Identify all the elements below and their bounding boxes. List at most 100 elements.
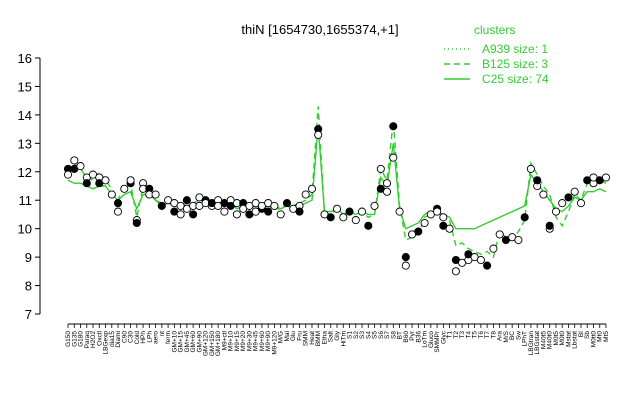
data-point: [126, 176, 135, 185]
x-tick-label: Mal: [284, 330, 291, 341]
x-tick-label: H2O2: [90, 331, 97, 348]
x-tick-label: dia15: [109, 331, 116, 347]
x-tick-label: Pyr: [409, 330, 416, 341]
data-point: [282, 199, 292, 208]
x-tick-label: Glu: [290, 331, 297, 342]
x-tick-label: M0tt0: [590, 331, 597, 348]
data-point: [451, 267, 460, 276]
x-tick-label: Gluco: [428, 331, 435, 348]
x-tick-label: SMM: [303, 331, 310, 346]
series-layer: [67, 106, 607, 259]
data-point: [545, 221, 554, 230]
y-tick-label: 15: [18, 79, 32, 94]
x-tick-label: Diami: [115, 331, 122, 348]
data-point: [420, 218, 429, 228]
x-tick-label: BI: [578, 331, 585, 337]
x-tick-label: GM+45: [184, 331, 191, 353]
data-point: [276, 210, 285, 219]
x-tick-label: T6: [478, 331, 485, 339]
legend-title: clusters: [474, 23, 515, 37]
x-tick-label: M9+20: [240, 331, 247, 351]
x-tick-label: GM+90: [196, 331, 203, 353]
data-point: [339, 213, 348, 222]
x-tick-label: M0t5: [553, 331, 560, 346]
x-tick-label: HPh: [140, 331, 147, 344]
data-point: [533, 176, 542, 185]
data-point: [157, 201, 166, 210]
x-tick-label: GM+15: [178, 331, 185, 353]
x-tick-label: LPh: [146, 331, 153, 343]
x-tick-label: M0t0: [559, 331, 566, 346]
data-point: [483, 261, 492, 270]
x-tick-label: M9+60: [259, 331, 266, 351]
x-tick-label: M40t0: [547, 331, 554, 349]
x-tick-label: LPhT: [522, 331, 529, 347]
y-tick-label: 13: [18, 136, 32, 151]
x-tick-label: S1: [347, 331, 354, 339]
x-tick-label: T5: [472, 331, 479, 339]
data-point: [332, 204, 342, 213]
x-tick-label: Ara: [497, 331, 504, 342]
data-point: [376, 164, 385, 173]
data-point: [63, 170, 73, 179]
data-point: [220, 207, 229, 216]
x-tick-label: HiTm: [340, 331, 347, 347]
data-point: [232, 210, 241, 219]
data-point: [295, 207, 304, 216]
y-tick-label: 7: [25, 307, 32, 322]
x-tick-label: S5: [372, 331, 379, 339]
x-tick-label: G150: [65, 331, 72, 347]
data-point: [564, 193, 573, 202]
data-point: [101, 176, 110, 185]
x-tick-label: Cold: [134, 331, 141, 345]
y-tick-label: 16: [18, 51, 32, 66]
x-tick-label: Sb: [584, 331, 591, 339]
data-point: [382, 179, 392, 188]
x-tick-label: GM+180: [215, 331, 222, 356]
data-point: [364, 221, 373, 230]
legend-label-a939: A939 size: 1: [482, 42, 548, 56]
data-point: [489, 244, 498, 253]
x-tick-label: Oxctl: [96, 330, 103, 345]
x-tick-label: Lbstat: [572, 331, 579, 349]
data-point: [514, 235, 523, 245]
x-tick-label: S2: [353, 331, 360, 339]
y-tick-label: 11: [19, 193, 33, 208]
x-tick-label: B36: [415, 331, 422, 343]
x-tick-label: C90: [121, 331, 128, 343]
data-point: [345, 207, 354, 216]
legend-label-b125: B125 size: 3: [482, 57, 548, 71]
y-axis: 7 8 9 10 11 12 13 14 15 16: [18, 51, 41, 322]
data-point: [70, 156, 79, 165]
x-tick-label: Heat: [309, 331, 316, 345]
data-point: [382, 187, 392, 196]
y-tick-label: 8: [25, 279, 32, 294]
data-point: [182, 196, 191, 205]
x-tick-label: SMMPr: [434, 330, 441, 353]
chart-title: thiN [1654730,1655374,+1]: [241, 22, 398, 37]
data-point: [539, 190, 548, 199]
x-tick-label: S3: [359, 331, 366, 339]
data-point: [401, 253, 410, 262]
x-tick-label: Gly: [334, 330, 341, 341]
x-tick-label: LBGexp: [103, 331, 110, 355]
x-tick-label: GM+10: [171, 331, 178, 353]
x-tick-label: S7: [384, 331, 391, 339]
x-tick-label: T3: [459, 331, 466, 339]
data-point: [264, 207, 273, 216]
data-point: [113, 199, 123, 208]
x-tick-label: GM+150: [209, 331, 216, 356]
x-tick-label: S6: [378, 331, 385, 339]
x-tick-label: M9+10: [228, 331, 235, 351]
x-tick-label: T2: [453, 331, 460, 339]
data-point: [601, 173, 611, 182]
data-point: [82, 179, 91, 188]
data-point: [113, 207, 123, 216]
data-point: [433, 207, 442, 216]
x-tick-label: GM+60: [190, 331, 197, 353]
x-tick-label: S8: [390, 331, 397, 339]
x-tick-label: T1: [447, 331, 454, 339]
data-point: [476, 255, 485, 265]
data-point: [395, 207, 404, 216]
data-point: [401, 261, 410, 270]
